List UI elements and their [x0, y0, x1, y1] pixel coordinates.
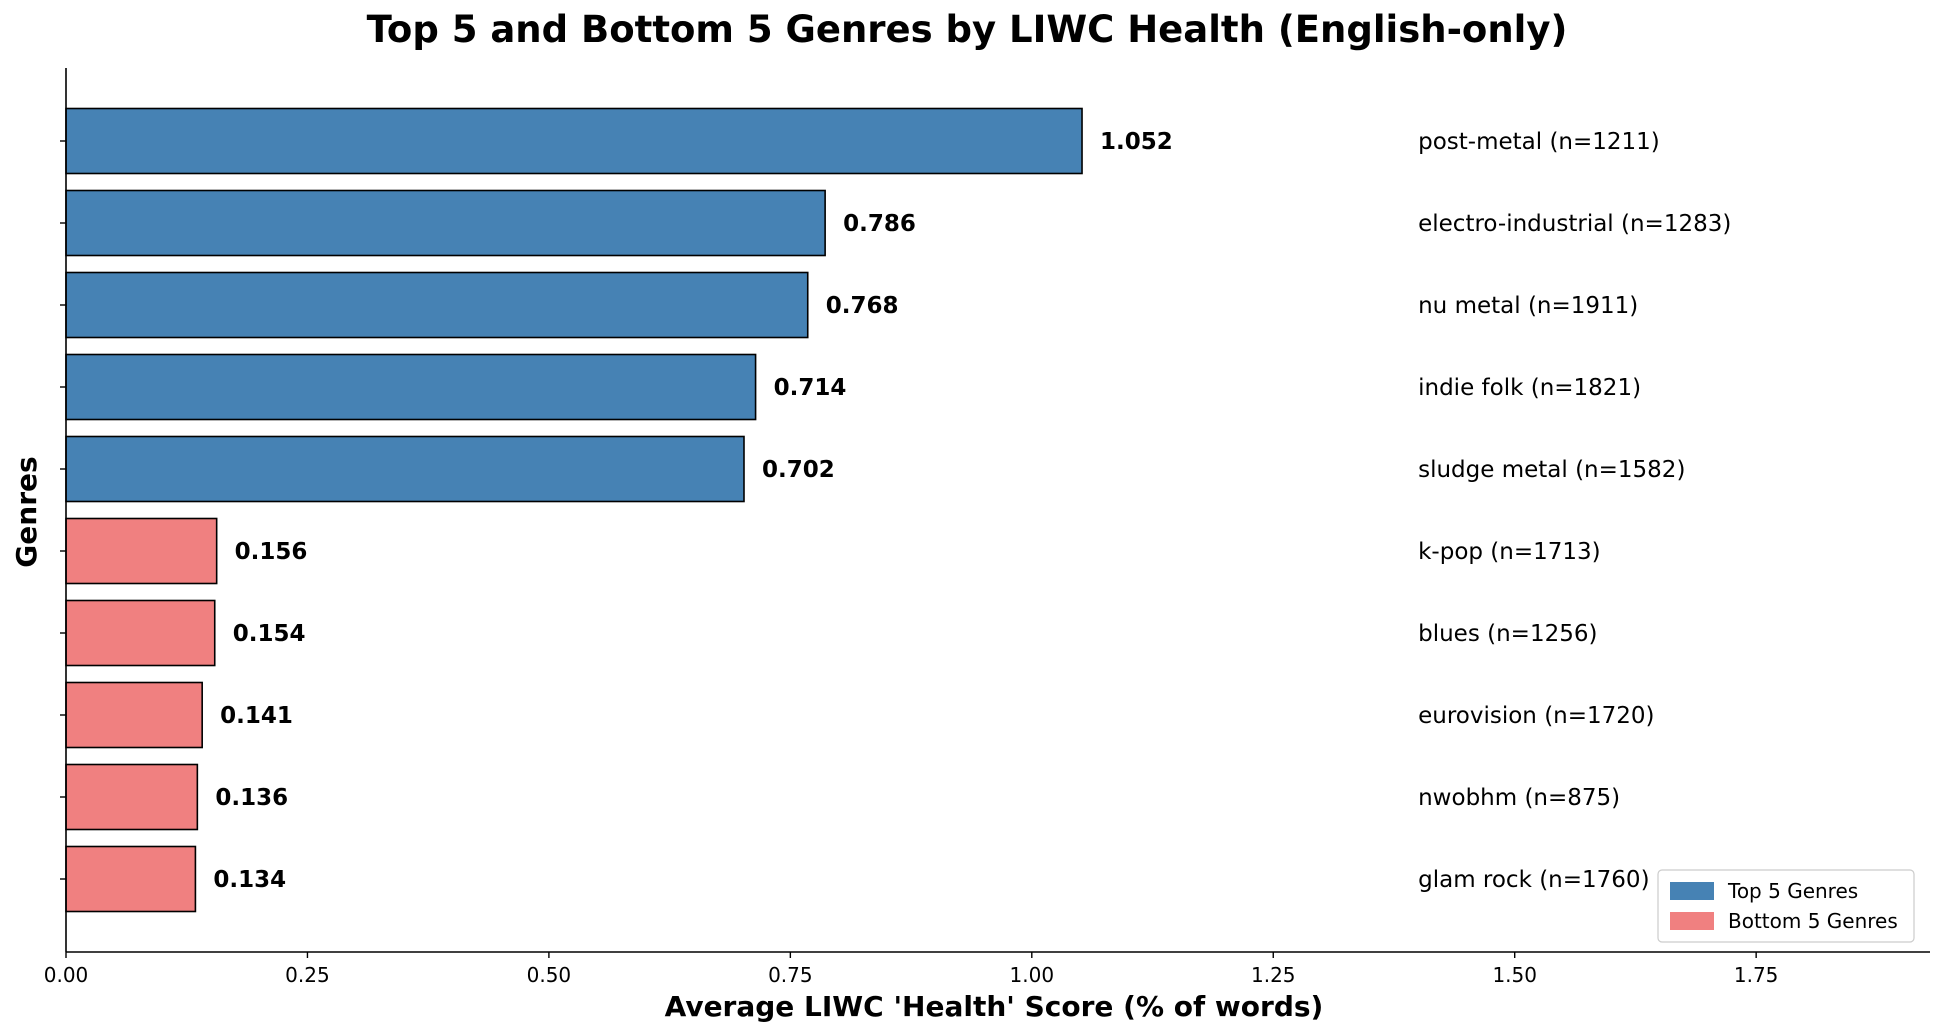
- genre-annotation: glam rock (n=1760): [1418, 867, 1649, 893]
- legend-swatch: [1670, 882, 1714, 900]
- y-axis-label: Genres: [10, 456, 43, 567]
- x-axis-label: Average LIWC 'Health' Score (% of words): [665, 990, 1324, 1023]
- x-tick-label: 0.75: [768, 963, 813, 987]
- bar: [65, 271, 809, 339]
- x-tick-label: 0.00: [44, 963, 89, 987]
- genre-annotation: k-pop (n=1713): [1418, 539, 1601, 565]
- value-label: 0.154: [233, 621, 306, 647]
- legend-label: Top 5 Genres: [1727, 879, 1858, 903]
- value-label: 1.052: [1100, 129, 1173, 155]
- legend-label: Bottom 5 Genres: [1728, 909, 1898, 933]
- x-tick-label: 1.75: [1734, 963, 1779, 987]
- plot-area: 1.052 post-metal (n=1211) 0.786 electro-ind…: [44, 68, 1930, 987]
- value-label: 0.136: [215, 785, 288, 811]
- bar: [65, 845, 197, 913]
- bar: [65, 189, 826, 257]
- legend: Top 5 Genres Bottom 5 Genres: [1657, 869, 1915, 943]
- bar: [65, 517, 218, 585]
- chart-title: Top 5 and Bottom 5 Genres by LIWC Health…: [367, 8, 1568, 51]
- bar: [65, 599, 216, 667]
- bar: [65, 435, 745, 503]
- genre-annotation: blues (n=1256): [1418, 621, 1597, 647]
- x-tick-label: 1.25: [1251, 963, 1296, 987]
- genre-annotation: sludge metal (n=1582): [1418, 457, 1685, 483]
- legend-swatch: [1670, 912, 1714, 930]
- value-label: 0.768: [826, 293, 899, 319]
- x-tick-label: 0.50: [527, 963, 572, 987]
- value-label: 0.141: [220, 703, 293, 729]
- value-label: 0.786: [843, 211, 916, 237]
- legend-frame: [1657, 869, 1915, 943]
- value-label: 0.702: [762, 457, 835, 483]
- bar: [65, 107, 1083, 175]
- x-tick-label: 1.50: [1492, 963, 1537, 987]
- genre-annotation: nu metal (n=1911): [1418, 293, 1638, 319]
- genre-annotation: nwobhm (n=875): [1418, 785, 1620, 811]
- value-label: 0.156: [235, 539, 308, 565]
- genre-annotation: electro-industrial (n=1283): [1418, 211, 1731, 237]
- genre-annotation: indie folk (n=1821): [1418, 375, 1641, 401]
- bar: [65, 763, 199, 831]
- x-tick-label: 0.25: [285, 963, 330, 987]
- bar: [65, 681, 203, 749]
- value-label: 0.714: [774, 375, 847, 401]
- genre-annotation: post-metal (n=1211): [1418, 129, 1660, 155]
- bar: [65, 353, 757, 421]
- value-label: 0.134: [213, 867, 286, 893]
- x-tick-label: 1.00: [1010, 963, 1055, 987]
- genre-annotation: eurovision (n=1720): [1418, 703, 1654, 729]
